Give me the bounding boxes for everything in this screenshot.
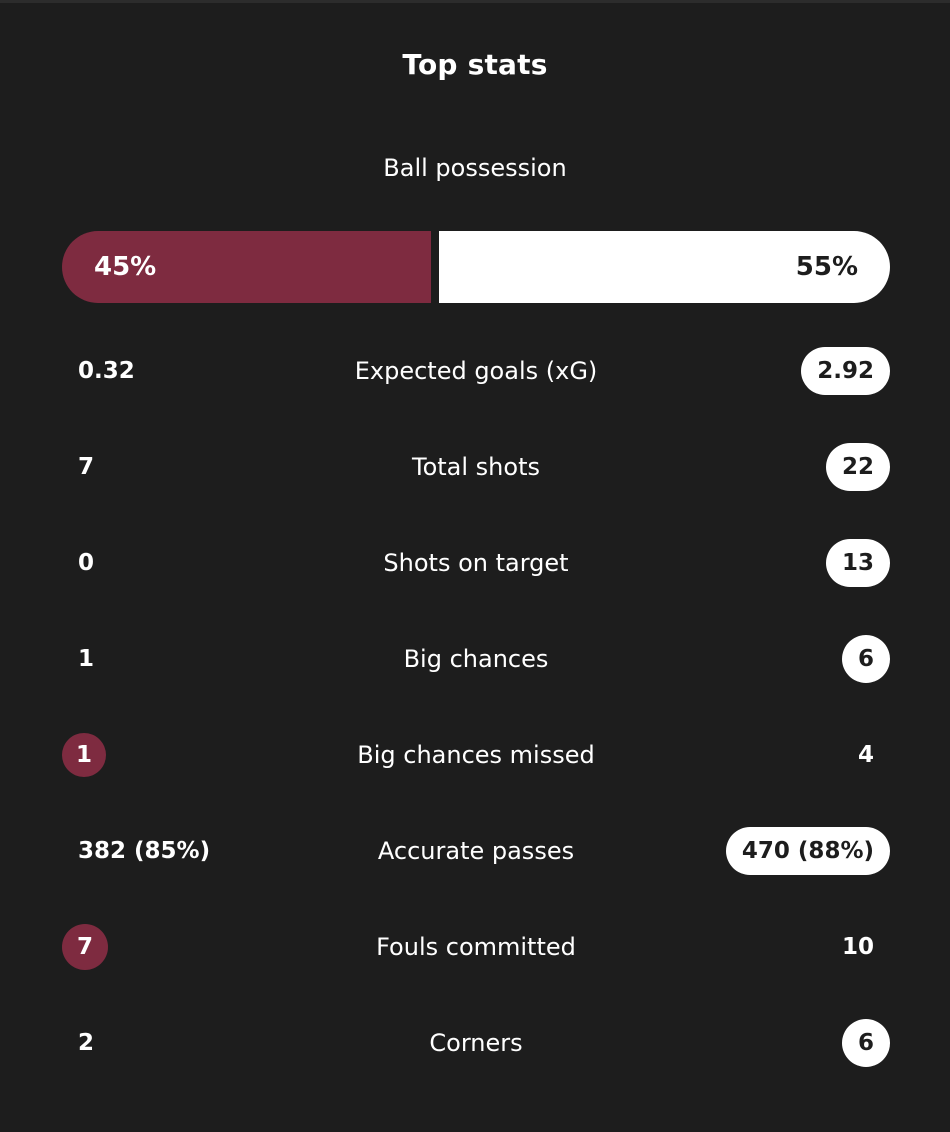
home-value: 0.32 bbox=[78, 358, 135, 384]
home-value-highlighted: 1 bbox=[62, 733, 106, 777]
stat-label: Big chances missed bbox=[357, 741, 595, 769]
stat-row-total-shots: Total shots 7 22 bbox=[62, 441, 890, 493]
stat-row-expected-goals: Expected goals (xG) 0.32 2.92 bbox=[62, 345, 890, 397]
away-value: 4 bbox=[857, 742, 874, 768]
top-divider bbox=[0, 0, 950, 3]
possession-divider bbox=[431, 231, 439, 303]
stat-row-fouls-committed: Fouls committed 7 10 bbox=[62, 921, 890, 973]
stat-row-shots-on-target: Shots on target 0 13 bbox=[62, 537, 890, 589]
possession-home-segment: 45% bbox=[62, 231, 431, 303]
possession-bar: 45% 55% bbox=[62, 231, 890, 303]
stat-row-big-chances-missed: Big chances missed 1 4 bbox=[62, 729, 890, 781]
stat-label: Total shots bbox=[412, 453, 540, 481]
possession-home-value: 45% bbox=[94, 252, 157, 282]
away-value-highlighted: 13 bbox=[825, 539, 890, 587]
away-value-highlighted: 6 bbox=[842, 635, 890, 683]
possession-away-value: 55% bbox=[795, 252, 858, 282]
home-value: 1 bbox=[78, 646, 95, 672]
home-value: 0 bbox=[78, 550, 95, 576]
away-value-highlighted: 2.92 bbox=[801, 347, 890, 395]
stat-label: Fouls committed bbox=[376, 933, 576, 961]
stat-label: Expected goals (xG) bbox=[354, 357, 598, 385]
stat-row-big-chances: Big chances 1 6 bbox=[62, 633, 890, 685]
stat-row-corners: Corners 2 6 bbox=[62, 1017, 890, 1069]
away-value-highlighted: 22 bbox=[825, 443, 890, 491]
home-value-highlighted: 7 bbox=[62, 924, 108, 970]
possession-label: Ball possession bbox=[383, 154, 567, 182]
stat-label: Corners bbox=[429, 1029, 523, 1057]
home-value: 382 (85%) bbox=[78, 838, 211, 864]
away-value-highlighted: 470 (88%) bbox=[725, 827, 890, 875]
stat-label: Shots on target bbox=[383, 549, 569, 577]
home-value: 2 bbox=[78, 1030, 95, 1056]
stat-label: Accurate passes bbox=[377, 837, 575, 865]
stat-label: Big chances bbox=[403, 645, 549, 673]
home-value: 7 bbox=[78, 454, 95, 480]
away-value-highlighted: 6 bbox=[842, 1019, 890, 1067]
stat-row-accurate-passes: Accurate passes 382 (85%) 470 (88%) bbox=[62, 825, 890, 877]
away-value: 10 bbox=[841, 934, 874, 960]
possession-away-segment: 55% bbox=[439, 231, 890, 303]
section-title: Top stats bbox=[402, 48, 548, 81]
